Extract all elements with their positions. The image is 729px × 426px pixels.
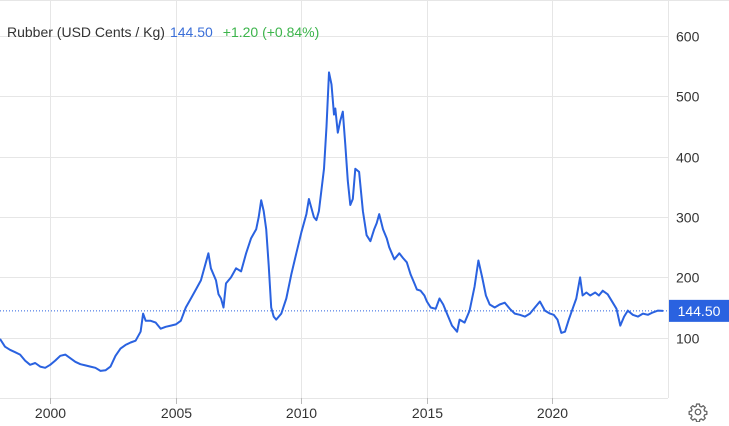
last-value-badge-bg <box>669 299 729 322</box>
instrument-name: Rubber (USD Cents / Kg) <box>7 24 165 40</box>
x-tick-label: 2020 <box>537 405 568 421</box>
price-change: +1.20 (+0.84%) <box>222 24 320 40</box>
y-tick-label: 300 <box>676 210 700 226</box>
last-value-badge: 144.50 <box>669 299 729 322</box>
current-price: 144.50 <box>169 24 213 40</box>
y-tick-label: 500 <box>676 89 700 105</box>
last-value-badge-text: 144.50 <box>678 303 721 319</box>
grid-lines <box>0 0 729 399</box>
x-axis: 2000 2005 2010 2015 2020 <box>35 398 568 421</box>
y-axis: 100 200 300 400 500 600 <box>676 29 700 347</box>
series-line <box>0 71 664 372</box>
gear-icon[interactable] <box>688 402 708 422</box>
chart-header: Rubber (USD Cents / Kg) 144.50 +1.20 (+0.8… <box>7 24 319 40</box>
x-tick-label: 2010 <box>286 405 317 421</box>
x-tick-label: 2005 <box>161 405 192 421</box>
y-tick-label: 100 <box>676 331 700 347</box>
y-tick-label: 200 <box>676 270 700 286</box>
x-tick-label: 2015 <box>412 405 443 421</box>
x-tick-label: 2000 <box>35 405 66 421</box>
y-tick-label: 400 <box>676 150 700 166</box>
y-tick-label: 600 <box>676 29 700 45</box>
